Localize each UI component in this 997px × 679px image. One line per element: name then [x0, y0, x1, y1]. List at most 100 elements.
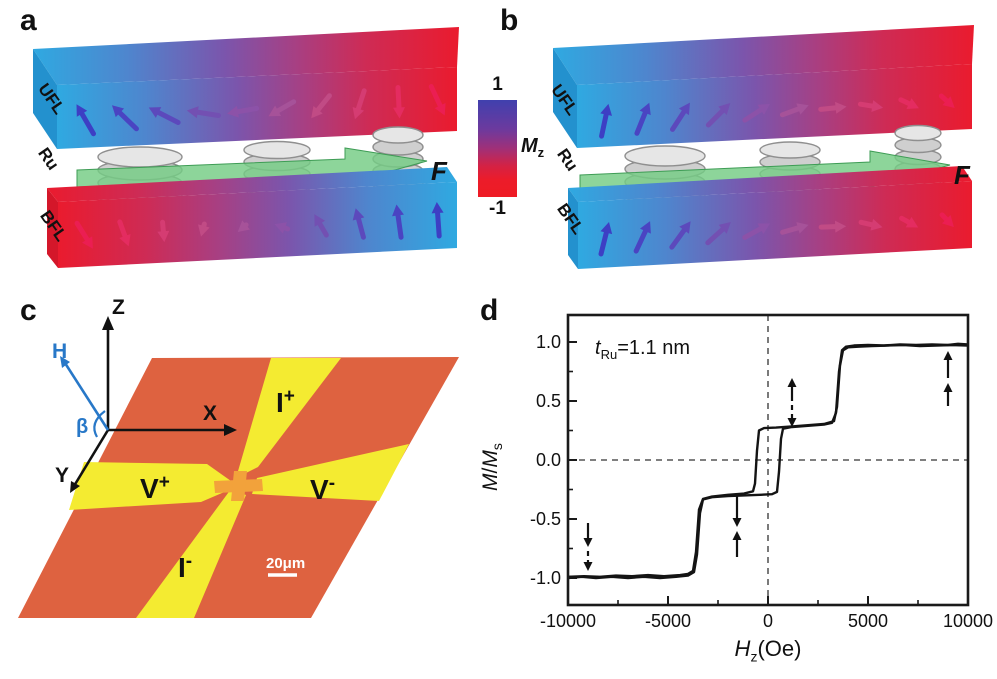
panel-c-label: c — [20, 294, 37, 327]
electrodes — [69, 358, 409, 618]
state-arrow-head — [787, 418, 797, 427]
force-label: F — [431, 156, 448, 186]
moment-arrow-head — [796, 222, 809, 234]
state-arrow-head — [787, 378, 797, 387]
moment-arrow — [705, 103, 731, 128]
moment-arrow — [858, 218, 883, 231]
bfl-moment-arrows — [598, 212, 954, 257]
scalebar-label: 20μm — [266, 555, 305, 572]
beta-angle-arc — [93, 410, 106, 438]
moment-arrow-shaft — [395, 209, 404, 240]
beta-label: β — [76, 416, 88, 438]
electrode-i-minus — [136, 489, 246, 618]
moment-arrow-head — [237, 220, 250, 232]
moment-arrow — [899, 215, 919, 228]
field-h-label: H — [52, 340, 67, 363]
moment-arrow-head — [268, 105, 282, 117]
moment-arrow — [393, 85, 406, 119]
moment-arrow-shaft — [742, 224, 766, 240]
bottom-free-layer-slab — [47, 167, 457, 268]
moment-arrow-head — [274, 222, 287, 234]
moment-arrow-shaft — [428, 83, 444, 111]
xlabel-sub: z — [750, 648, 758, 665]
colorbar-symbol: M — [521, 135, 538, 157]
moment-arrow-shaft — [705, 106, 728, 128]
moment-arrow-shaft — [78, 108, 96, 137]
ufl-moment-arrows — [76, 83, 446, 137]
moment-arrow-shaft — [705, 224, 728, 246]
moment-arrow-head — [679, 221, 691, 234]
moment-arrow-head — [600, 221, 613, 235]
moment-arrow — [669, 221, 691, 250]
electrode-v-plus — [69, 462, 231, 510]
moment-arrow — [352, 208, 366, 240]
moment-arrow-shaft — [232, 105, 260, 115]
moment-arrow-shaft — [115, 108, 139, 132]
ru-thickness-annotation: tRu=1.1 nm — [595, 337, 690, 362]
moment-arrow — [237, 220, 250, 232]
colorbar-min-label: -1 — [489, 198, 506, 219]
moment-arrow — [898, 97, 919, 110]
x-tick-label: -10000 — [540, 611, 596, 631]
bottom-free-layer-slab — [568, 166, 972, 269]
xlabel-h: H — [734, 636, 751, 661]
moment-arrow — [742, 223, 771, 240]
y-axis-title: M/Ms — [479, 402, 505, 532]
moment-arrow-shaft — [395, 85, 402, 113]
panel-a-illustration: UFL Ru BFL F — [33, 27, 459, 268]
moment-arrow — [148, 107, 181, 125]
x-tick-label: 10000 — [943, 611, 993, 631]
moment-arrow — [117, 219, 131, 247]
moment-arrow-head — [600, 103, 613, 116]
ufl-moment-arrows — [599, 93, 955, 139]
axis-y-label: Y — [55, 464, 69, 487]
moment-arrow — [742, 103, 771, 123]
moment-arrow-shaft — [153, 108, 181, 125]
field-direction — [60, 356, 110, 438]
moment-arrow-head — [757, 223, 771, 234]
state-arrow-head — [583, 538, 593, 547]
moment-arrow — [111, 105, 139, 132]
moment-arrow-shaft — [634, 107, 649, 136]
moment-arrow — [227, 105, 260, 118]
moment-arrow-shaft — [599, 109, 610, 139]
ylabel-m1: M — [478, 473, 502, 492]
moment-arrow-head — [392, 204, 404, 217]
i-plus-label: I+ — [276, 386, 295, 418]
moment-arrow — [392, 204, 404, 240]
state-arrow-group — [732, 496, 742, 557]
moment-arrow-head — [76, 104, 88, 117]
moment-arrow-head — [796, 103, 809, 115]
moment-arrow — [818, 220, 847, 233]
moment-arrow — [939, 212, 954, 228]
state-arrow-group — [787, 378, 797, 427]
moment-arrow-head — [941, 215, 954, 228]
moment-arrow — [428, 83, 446, 116]
moment-arrow-head — [870, 218, 883, 231]
moment-arrow-shaft — [742, 105, 766, 123]
moment-arrow-head — [352, 208, 365, 221]
moment-arrow-shaft — [633, 225, 650, 254]
moment-arrow — [76, 104, 96, 137]
colorbar-title: Mz — [521, 135, 544, 160]
moment-arrow-head — [905, 216, 919, 228]
moment-arrow-head — [942, 96, 955, 109]
v-minus-label: V- — [310, 473, 335, 505]
state-arrow-head — [732, 518, 742, 527]
hysteresis-curve-field-decreasing — [567, 343, 969, 578]
moment-arrow-head — [186, 106, 199, 119]
moment-arrow — [314, 214, 329, 238]
annotation-t: t — [595, 337, 601, 359]
moment-arrow — [633, 221, 651, 254]
moment-arrow-head — [639, 221, 651, 234]
moment-arrow — [634, 102, 651, 136]
moment-arrow-head — [148, 107, 162, 118]
moment-arrow — [938, 93, 955, 109]
moment-arrow — [779, 103, 809, 118]
y-tick-label: 0.0 — [536, 450, 561, 470]
plot-frame — [566, 313, 970, 607]
v-plus-label: V+ — [140, 472, 170, 504]
x-tick-label: -5000 — [645, 611, 691, 631]
ylabel-sub: s — [489, 443, 506, 451]
